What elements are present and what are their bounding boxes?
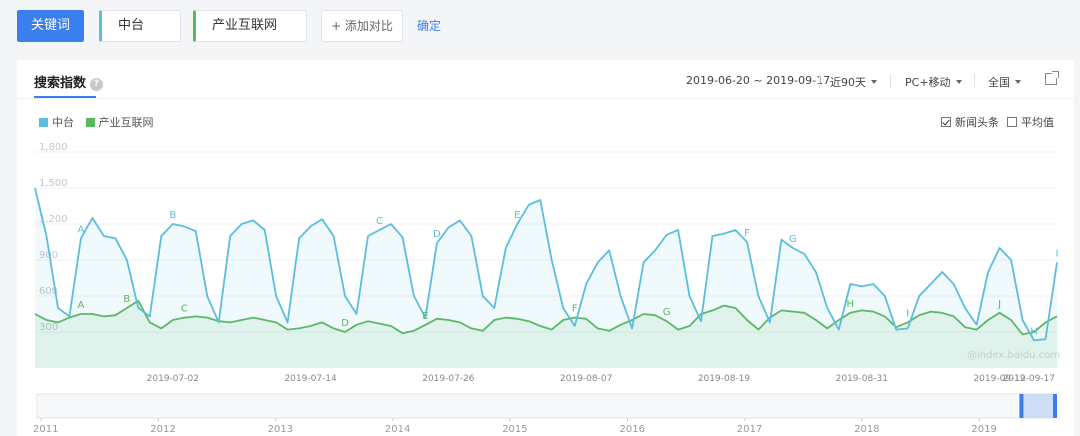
watermark: @index.baidu.com xyxy=(967,350,1060,361)
news-annotation[interactable]: B xyxy=(123,294,130,305)
news-annotation[interactable]: D xyxy=(341,318,349,329)
x-tick-label: 2019-07-14 xyxy=(284,374,337,384)
drag-handle-right[interactable] xyxy=(1053,394,1057,418)
year-tick-label: 2011 xyxy=(33,424,58,435)
checkbox-icon xyxy=(1007,117,1017,127)
news-annotation[interactable]: C xyxy=(181,304,188,315)
news-annotation[interactable]: G xyxy=(663,307,671,318)
header-divider xyxy=(17,98,1074,99)
news-label: 新闻头条 xyxy=(955,116,999,129)
x-tick-label: 2019-08-19 xyxy=(698,374,751,384)
search-index-chart: 1,800 1,500 1,200 900 600 300 A B C D E F G H I A B C D E F… xyxy=(33,142,1060,435)
term-box-zhongtai[interactable]: 中台 xyxy=(99,10,181,42)
year-tick-label: 2015 xyxy=(502,424,527,435)
region-label: 全国 xyxy=(988,76,1010,89)
year-tick-label: 2019 xyxy=(971,424,996,435)
x-tick-label: 2019-07-26 xyxy=(422,374,475,384)
news-annotation[interactable]: F xyxy=(572,304,578,315)
period-dropdown[interactable]: 近90天 xyxy=(830,74,877,90)
chevron-down-icon xyxy=(871,80,877,84)
x-tick-label: 2019-08-07 xyxy=(560,374,612,384)
news-annotation[interactable]: H xyxy=(1030,326,1038,337)
year-tick-label: 2017 xyxy=(737,424,762,435)
average-label: 平均值 xyxy=(1021,116,1054,129)
year-tick-label: 2016 xyxy=(620,424,645,435)
series-line[interactable] xyxy=(34,299,1058,336)
chart-grid: 1,800 1,500 1,200 900 600 300 xyxy=(35,142,1057,333)
y-tick-label: 600 xyxy=(39,286,58,297)
search-index-panel: 搜索指数? 2019-06-20 ~ 2019-09-17 近90天 PC+移动… xyxy=(17,60,1074,436)
series-line[interactable] xyxy=(34,187,1058,342)
chevron-down-icon xyxy=(955,80,962,84)
confirm-link[interactable]: 确定 xyxy=(417,19,442,33)
chart-legend: 中台 产业互联网 xyxy=(39,114,162,130)
news-annotation[interactable]: H xyxy=(847,299,855,310)
term-box-industry-internet[interactable]: 产业互联网 xyxy=(193,10,307,42)
region-dropdown[interactable]: 全国 xyxy=(988,74,1021,90)
y-tick-label: 1,800 xyxy=(39,142,68,153)
news-annotation[interactable]: J xyxy=(997,299,1001,310)
overview-selection[interactable] xyxy=(1021,394,1055,418)
x-tick-label: 2019-08-31 xyxy=(836,374,888,384)
tab-search-index[interactable]: 搜索指数? xyxy=(34,72,104,91)
x-axis-ticks: 2019-07-02 2019-07-14 2019-07-26 2019-08-07… xyxy=(147,374,1055,384)
series-area xyxy=(35,300,1057,368)
x-tick-label: 2019-09-12 xyxy=(973,374,1025,384)
x-tick-label: 2019-07-02 xyxy=(147,374,199,384)
legend-item-zhongtai[interactable]: 中台 xyxy=(39,114,74,130)
question-icon[interactable]: ? xyxy=(90,78,104,91)
average-checkbox[interactable]: 平均值 xyxy=(1007,114,1054,130)
external-link-icon[interactable] xyxy=(1045,71,1059,85)
chart-annotations: A B C D E F G H I A B C D E F G H I J xyxy=(78,210,1059,337)
tab-label: 搜索指数 xyxy=(34,76,87,91)
device-dropdown[interactable]: PC+移动 xyxy=(905,74,962,90)
drag-handle-left[interactable] xyxy=(1019,394,1024,418)
separator xyxy=(974,74,975,88)
news-annotation[interactable]: B xyxy=(169,210,176,221)
period-label: 近90天 xyxy=(830,76,866,89)
y-tick-label: 300 xyxy=(39,322,58,333)
series-area xyxy=(35,188,1057,368)
chevron-down-icon xyxy=(1015,80,1021,84)
legend-swatch xyxy=(39,118,48,127)
year-tick-label: 2014 xyxy=(385,424,410,435)
news-annotation[interactable]: I xyxy=(1056,248,1059,259)
separator xyxy=(890,74,891,88)
news-annotation[interactable]: F xyxy=(744,228,750,239)
news-annotation[interactable]: E xyxy=(422,311,428,322)
news-annotation[interactable]: C xyxy=(376,216,383,227)
year-tick-label: 2013 xyxy=(268,424,293,435)
news-annotation[interactable]: I xyxy=(906,308,909,319)
checkbox-checked-icon xyxy=(941,117,951,127)
y-tick-label: 900 xyxy=(39,250,58,261)
separator xyxy=(819,74,820,88)
year-tick-label: 2012 xyxy=(150,424,175,435)
chart-series xyxy=(34,187,1058,368)
news-annotation[interactable]: A xyxy=(78,300,85,311)
tab-active-indicator xyxy=(34,96,96,98)
news-checkbox[interactable]: 新闻头条 xyxy=(941,114,999,130)
search-bar: 关键词 中台 产业互联网 + 添加对比 确定 xyxy=(0,0,1080,56)
legend-label: 中台 xyxy=(52,116,74,129)
y-tick-label: 1,500 xyxy=(39,178,68,189)
legend-label: 产业互联网 xyxy=(98,116,154,129)
x-tick-label: 2019-09-17 xyxy=(1003,374,1055,384)
news-annotation[interactable]: D xyxy=(433,229,441,240)
keyword-button[interactable]: 关键词 xyxy=(17,10,84,42)
news-annotation[interactable]: A xyxy=(78,224,85,235)
legend-item-industry-internet[interactable]: 产业互联网 xyxy=(85,114,154,130)
overview-track[interactable] xyxy=(36,393,1056,419)
year-tick-label: 2018 xyxy=(854,424,879,435)
news-annotation[interactable]: E xyxy=(514,210,520,221)
date-range-picker[interactable]: 2019-06-20 ~ 2019-09-17 xyxy=(686,74,831,87)
legend-swatch xyxy=(85,118,95,127)
timeline-overview[interactable]: 2011 2012 2013 2014 2015 2016 2017 2018 2019 xyxy=(33,393,1057,435)
news-annotation[interactable]: G xyxy=(789,234,797,245)
device-label: PC+移动 xyxy=(905,76,951,89)
y-tick-label: 1,200 xyxy=(39,214,68,225)
add-compare-button[interactable]: + 添加对比 xyxy=(321,10,403,42)
